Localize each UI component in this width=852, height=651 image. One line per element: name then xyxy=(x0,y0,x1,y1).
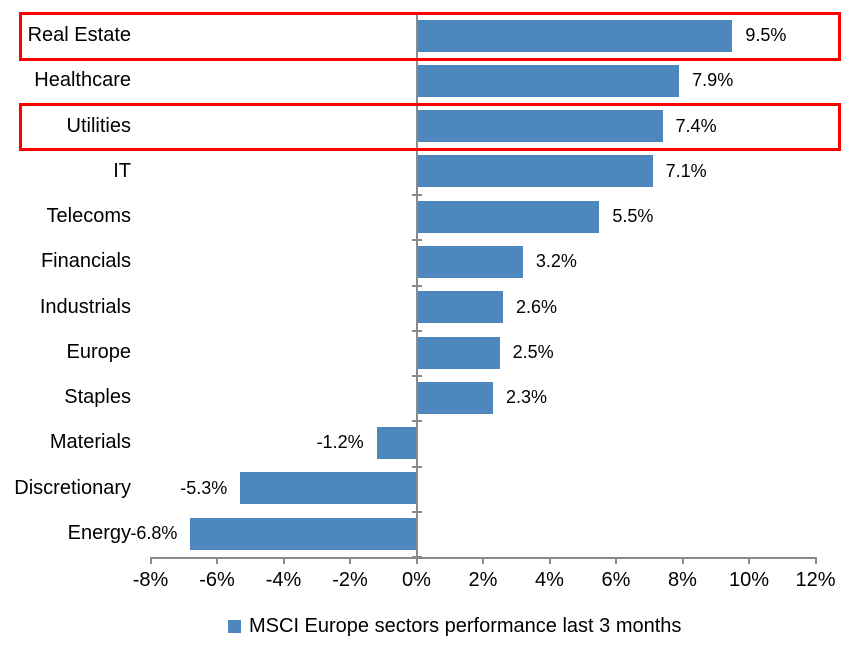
bar xyxy=(416,336,500,369)
bar xyxy=(416,19,733,52)
value-label: 2.3% xyxy=(505,387,547,408)
bar xyxy=(416,291,503,324)
category-label: Telecoms xyxy=(46,205,131,228)
category-axis-tick xyxy=(411,148,422,151)
category-axis-tick xyxy=(411,329,422,332)
category-axis-tick xyxy=(411,420,422,423)
value-label: 2.5% xyxy=(512,341,554,362)
category-label: Discretionary xyxy=(14,476,131,499)
x-tick-label: 10% xyxy=(728,569,770,591)
x-axis-tick xyxy=(748,556,750,564)
x-tick-label: 8% xyxy=(668,569,697,591)
bar xyxy=(190,517,417,550)
x-tick-label: 0% xyxy=(402,569,431,591)
x-tick-label: 4% xyxy=(535,569,564,591)
x-axis-tick xyxy=(548,556,551,564)
x-tick-label: 12% xyxy=(795,569,836,591)
x-tick-label: -4% xyxy=(265,569,302,591)
legend-swatch-icon xyxy=(228,620,241,633)
bar xyxy=(416,381,493,414)
value-label: 9.5% xyxy=(745,25,787,45)
category-label: Financials xyxy=(40,250,131,273)
x-axis-tick xyxy=(216,556,218,564)
category-label: Staples xyxy=(64,386,131,409)
category-axis-tick xyxy=(411,103,422,106)
category-axis-tick xyxy=(411,194,422,197)
category-axis-tick xyxy=(411,284,422,287)
value-label: 7.4% xyxy=(675,115,717,136)
category-label: Industrials xyxy=(39,295,131,318)
value-label: -5.3% xyxy=(180,477,228,498)
x-axis-tick xyxy=(814,556,817,564)
x-tick-label: 6% xyxy=(601,569,631,591)
bar xyxy=(240,472,417,505)
category-label: IT xyxy=(113,159,131,182)
x-tick-label: -8% xyxy=(132,569,169,591)
value-label: -1.2% xyxy=(316,432,364,453)
value-label: 3.2% xyxy=(535,251,577,272)
bar xyxy=(416,110,663,143)
x-axis-tick xyxy=(282,556,285,564)
category-axis-tick xyxy=(411,239,422,242)
value-label: 7.1% xyxy=(665,160,707,181)
x-tick-label: -2% xyxy=(332,569,368,591)
legend-label: MSCI Europe sectors performance last 3 m… xyxy=(249,615,682,637)
x-tick-label: 2% xyxy=(468,569,498,591)
category-label: Real Estate xyxy=(27,24,131,46)
category-axis-tick xyxy=(411,375,422,378)
value-label: -6.8% xyxy=(130,522,178,543)
legend: MSCI Europe sectors performance last 3 m… xyxy=(228,615,681,638)
bar xyxy=(376,427,417,460)
x-axis-tick xyxy=(482,556,484,564)
category-label: Healthcare xyxy=(34,69,131,92)
category-label: Materials xyxy=(49,431,131,454)
x-axis-tick xyxy=(149,556,152,564)
category-axis-tick xyxy=(411,13,422,15)
bar xyxy=(416,155,653,188)
value-label: 7.9% xyxy=(692,70,734,91)
value-label: 2.6% xyxy=(515,296,557,317)
category-label: Energy xyxy=(67,521,131,544)
bar xyxy=(416,200,600,233)
category-label: Europe xyxy=(66,340,132,363)
category-axis-tick xyxy=(411,510,422,513)
category-axis-tick xyxy=(411,58,422,61)
x-axis-tick xyxy=(615,556,617,564)
category-axis-tick xyxy=(411,465,422,468)
x-axis-tick xyxy=(415,556,418,564)
x-tick-label: -6% xyxy=(199,569,235,591)
x-axis-tick xyxy=(681,556,684,564)
category-label: Utilities xyxy=(66,114,131,137)
bar xyxy=(416,245,523,278)
value-label: 5.5% xyxy=(612,206,654,227)
bar xyxy=(416,64,680,97)
x-axis-tick xyxy=(349,556,351,564)
